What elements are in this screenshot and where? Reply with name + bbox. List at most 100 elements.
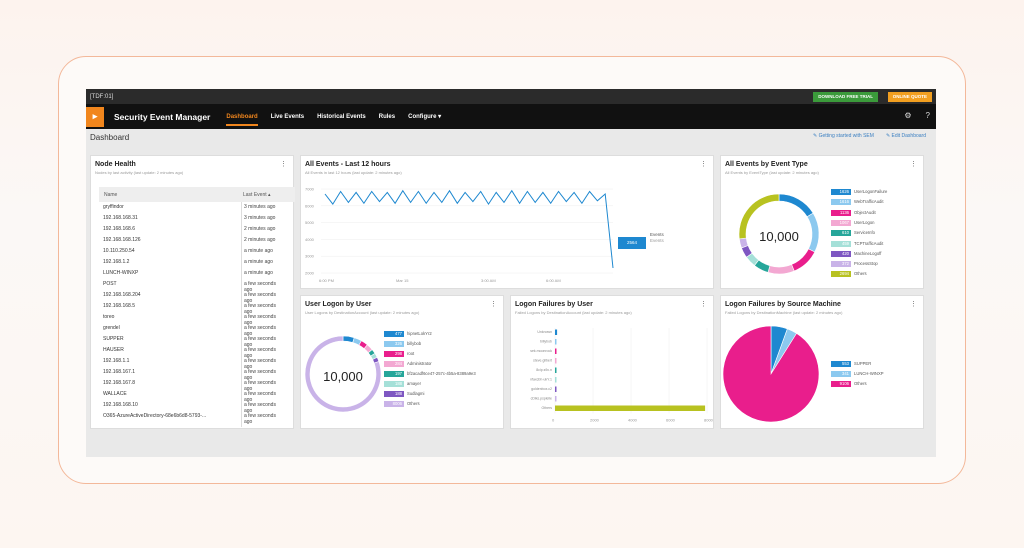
source-machine-subtitle: Failed Logons by DestinationMachine (las…	[725, 310, 843, 315]
user-logon-slice[interactable]	[342, 335, 355, 343]
bar[interactable]	[555, 358, 557, 364]
legend-item[interactable]: 372 ProcessStop	[831, 261, 878, 268]
source-machine-card: Logon Failures by Source Machine Failed …	[720, 295, 924, 429]
legend-item[interactable]: 1616 WebTrafficAudit	[831, 199, 883, 206]
table-row[interactable]: gryffindor 3 minutes ago	[103, 204, 283, 214]
table-row[interactable]: 192.168.1.1 a few seconds ago	[103, 358, 283, 370]
legend-item[interactable]: 477 hipnetLokYr2	[384, 331, 432, 337]
bar[interactable]	[555, 377, 557, 383]
logon-failures-subtitle: Failed Logons by DestinationAccount (las…	[515, 310, 632, 315]
legend-item[interactable]: 420 MachineLogoff	[831, 250, 882, 257]
legend-item[interactable]: 610 ServiceInfo	[831, 230, 875, 237]
getting-started-link[interactable]: ✎ Getting started with SEM	[813, 133, 874, 139]
bar[interactable]	[555, 339, 557, 345]
col-last-event[interactable]: Last Event ▴	[243, 192, 271, 198]
legend-item[interactable]: 326 billybob	[384, 341, 421, 347]
tenant-tag: [TDF:01]	[90, 93, 114, 100]
legend-label: MachineLogoff	[854, 250, 882, 256]
more-icon[interactable]: ⋮	[280, 161, 287, 168]
x-tick-label: 8000	[704, 418, 714, 423]
user-logon-slice[interactable]	[304, 335, 382, 413]
download-trial-button[interactable]: DOWNLOAD FREE TRIAL	[813, 92, 878, 102]
more-icon[interactable]: ⋮	[910, 301, 917, 308]
legend-item[interactable]: 8006 Others	[384, 401, 420, 407]
legend-value: 372	[831, 261, 851, 268]
table-row[interactable]: 192.168.168.5 a few seconds ago	[103, 303, 283, 315]
more-icon[interactable]: ⋮	[490, 301, 497, 308]
table-row[interactable]: 192.168.168.126 2 minutes ago	[103, 237, 283, 247]
nav-historical-events[interactable]: Historical Events	[317, 113, 366, 120]
bar-category-label: steve.gilbert	[533, 359, 552, 363]
events-legend-sub: Events	[650, 238, 664, 243]
table-row[interactable]: WALLACE a few seconds ago	[103, 391, 283, 403]
nav-rules[interactable]: Rules	[378, 113, 396, 120]
node-name: 192.168.1.1	[103, 358, 130, 364]
table-row[interactable]: 192.168.168.6 2 minutes ago	[103, 226, 283, 236]
legend-item[interactable]: 284 Administrator	[384, 361, 432, 367]
legend-item[interactable]: 1136 ObjectAudit	[831, 209, 876, 216]
table-row[interactable]: 192.168.168.10 a few seconds ago	[103, 402, 283, 414]
event-type-slice[interactable]	[778, 193, 814, 218]
nav-live-events[interactable]: Live Events	[270, 113, 305, 120]
table-row[interactable]: 192.168.167.8 a few seconds ago	[103, 380, 283, 392]
legend-value: 9106	[831, 381, 851, 387]
source-machine-slice[interactable]	[722, 325, 820, 423]
bar[interactable]	[555, 396, 557, 402]
table-row[interactable]: 192.168.168.204 a few seconds ago	[103, 292, 283, 304]
table-row[interactable]: 192.168.167.1 a few seconds ago	[103, 369, 283, 381]
event-type-slice[interactable]	[738, 193, 780, 240]
legend-item[interactable]: 188 Sudlagmi	[384, 391, 424, 397]
bar[interactable]	[555, 329, 558, 336]
table-row[interactable]: HAUSER a few seconds ago	[103, 347, 283, 359]
legend-item[interactable]: 2694 Others	[831, 271, 867, 278]
legend-item[interactable]: 553 SUPPER	[831, 361, 871, 367]
bar-category-label: Unknown	[537, 330, 552, 334]
legend-item[interactable]: 341 LUNCH-WINXP	[831, 371, 884, 377]
event-type-title: All Events by Event Type	[725, 161, 808, 168]
table-row[interactable]: POST a few seconds ago	[103, 281, 283, 293]
table-row[interactable]: grendel a few seconds ago	[103, 325, 283, 337]
bar[interactable]	[555, 386, 557, 393]
source-machine-title: Logon Failures by Source Machine	[725, 301, 841, 308]
legend-item[interactable]: 188 amayer	[384, 381, 421, 387]
logon-failures-title: Logon Failures by User	[515, 301, 593, 308]
table-row[interactable]: LUNCH-WINXP a minute ago	[103, 270, 283, 280]
more-icon[interactable]: ⋮	[700, 161, 707, 168]
events-legend: 2564	[618, 231, 646, 249]
help-icon[interactable]: ?	[925, 111, 930, 120]
legend-item[interactable]: 1067 UserLogon	[831, 219, 875, 226]
event-type-slice[interactable]	[767, 264, 795, 275]
table-row[interactable]: O365-AzureActiveDirectory-68e6b6d8-5793-…	[103, 413, 283, 425]
table-row[interactable]: 192.168.168.31 3 minutes ago	[103, 215, 283, 225]
gear-icon[interactable]: ⚙	[904, 111, 912, 120]
node-health-subtitle: Nodes by last activity (last update: 2 m…	[95, 170, 184, 175]
legend-label: LUNCH-WINXP	[854, 371, 884, 377]
event-type-slice[interactable]	[791, 248, 816, 272]
col-name[interactable]: Name	[104, 192, 118, 198]
legend-item[interactable]: 298 root	[384, 351, 414, 357]
bar[interactable]	[555, 367, 557, 374]
nav-dashboard[interactable]: Dashboard	[226, 107, 259, 127]
more-icon[interactable]: ⋮	[910, 161, 917, 168]
legend-value: 420	[831, 250, 851, 257]
edit-dashboard-link[interactable]: ✎ Edit Dashboard	[885, 133, 926, 139]
bar[interactable]	[555, 405, 706, 412]
table-row[interactable]: SUPPER a few seconds ago	[103, 336, 283, 348]
legend-item[interactable]: 9106 Others	[831, 381, 867, 387]
table-row[interactable]: 192.168.1.2 a minute ago	[103, 259, 283, 269]
legend-item[interactable]: 459 TCPTrafficAudit	[831, 240, 884, 247]
table-row[interactable]: 10.110.250.54 a minute ago	[103, 248, 283, 258]
nav-configure[interactable]: Configure ▾	[408, 114, 442, 120]
event-type-card: All Events by Event Type All Events by E…	[720, 155, 924, 289]
bar[interactable]	[555, 348, 557, 355]
table-row[interactable]: toreo a few seconds ago	[103, 314, 283, 326]
online-quote-button[interactable]: ONLINE QUOTE	[887, 92, 932, 102]
source-machine-pie	[722, 325, 820, 423]
user-logon-total: 10,000	[323, 369, 363, 384]
more-icon[interactable]: ⋮	[700, 301, 707, 308]
legend-item[interactable]: 1626 UserLogonFailure	[831, 189, 887, 195]
legend-item[interactable]: 197 bf2acadf6ce47-257c-4b5a-8389a9e3	[384, 371, 476, 377]
legend-label: TCPTrafficAudit	[854, 240, 884, 246]
legend-value: 197	[384, 371, 404, 377]
node-last-event: a few seconds ago	[244, 325, 276, 337]
